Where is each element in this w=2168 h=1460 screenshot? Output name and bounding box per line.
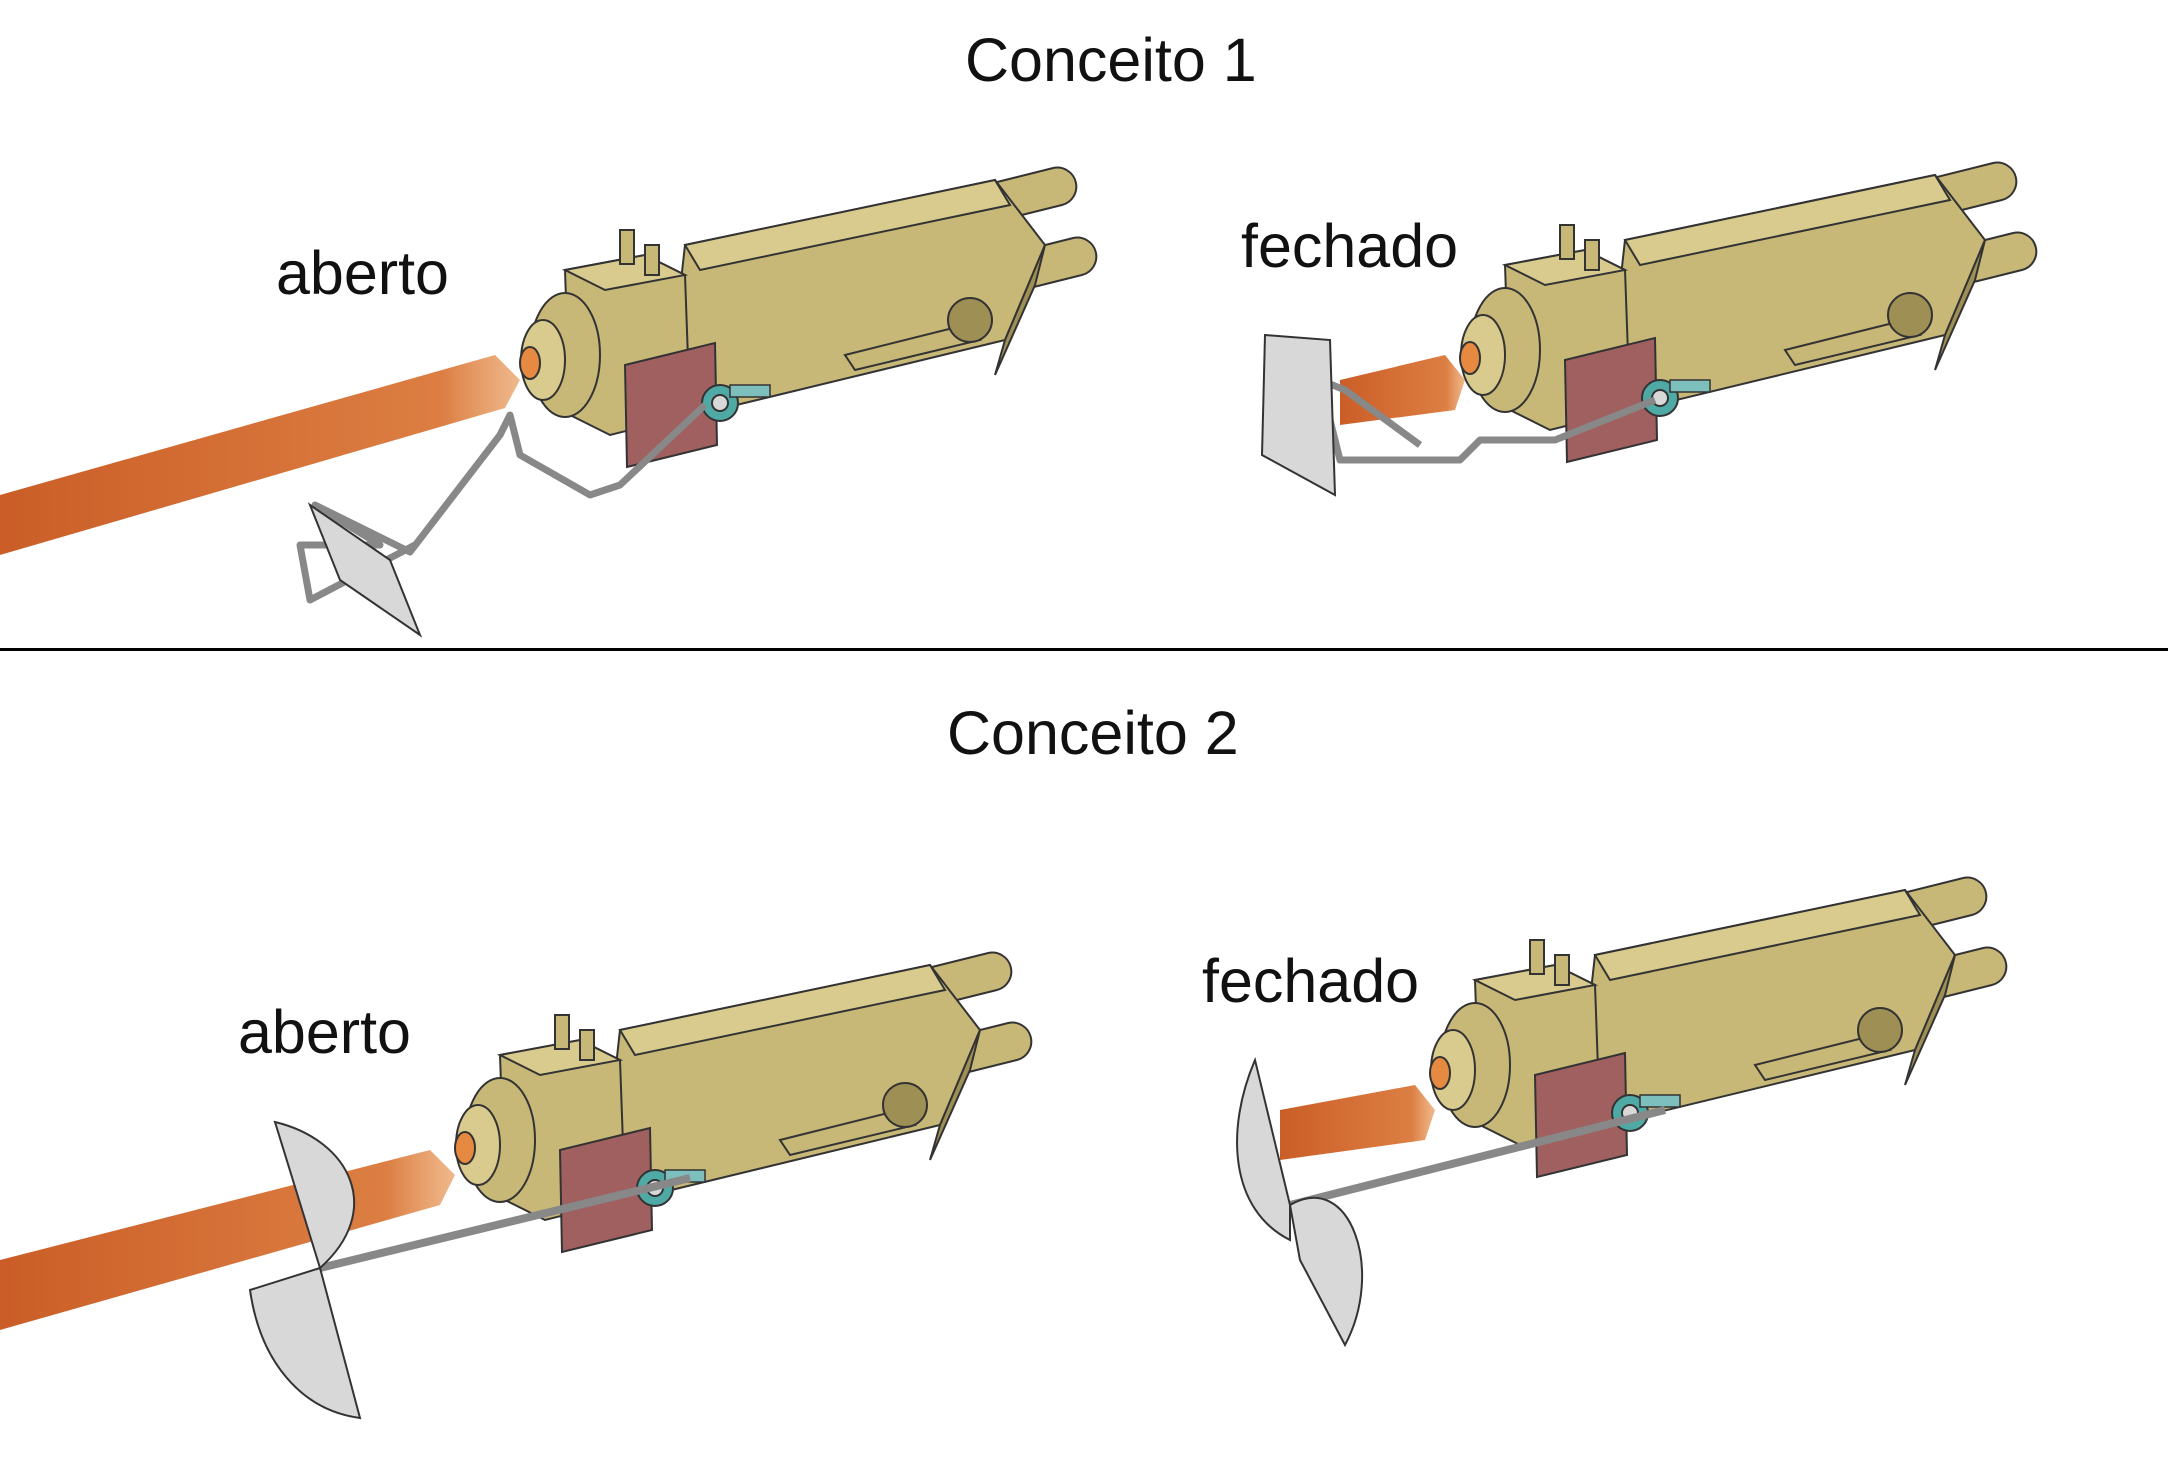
flame-jet: [0, 355, 520, 555]
concept2-closed-assembly: [1236, 872, 2012, 1348]
concept-1-title: Conceito 1: [965, 26, 1257, 94]
shutter-plate: [1260, 333, 1337, 497]
section-divider: [0, 648, 2168, 651]
concept1-closed-assembly: [1260, 157, 2042, 497]
shutter-blade-upper: [273, 1120, 356, 1270]
flame-jet: [0, 1150, 455, 1330]
concept-1-open-label: aberto: [276, 239, 449, 307]
concept-2-title: Conceito 2: [947, 699, 1239, 767]
shutter-plate: [307, 502, 423, 638]
flame-jet: [1340, 355, 1465, 425]
shutter-blade-upper: [1236, 1056, 1291, 1242]
shutter-blade-lower: [248, 1266, 362, 1420]
concept-2-open-label: aberto: [238, 998, 411, 1066]
concept-1-closed-label: fechado: [1241, 212, 1459, 280]
concept-2-closed-label: fechado: [1202, 947, 1420, 1015]
shutter-linkage: [296, 402, 708, 604]
concept1-open-assembly: [0, 162, 1102, 638]
shutter-linkage: [1316, 376, 1657, 464]
shutter-shaft: [319, 1174, 691, 1272]
shutter-blade-lower: [1288, 1196, 1364, 1348]
flame-jet: [1280, 1085, 1435, 1160]
concept2-open-assembly: [0, 947, 1037, 1420]
shutter-shaft: [1289, 1106, 1666, 1209]
